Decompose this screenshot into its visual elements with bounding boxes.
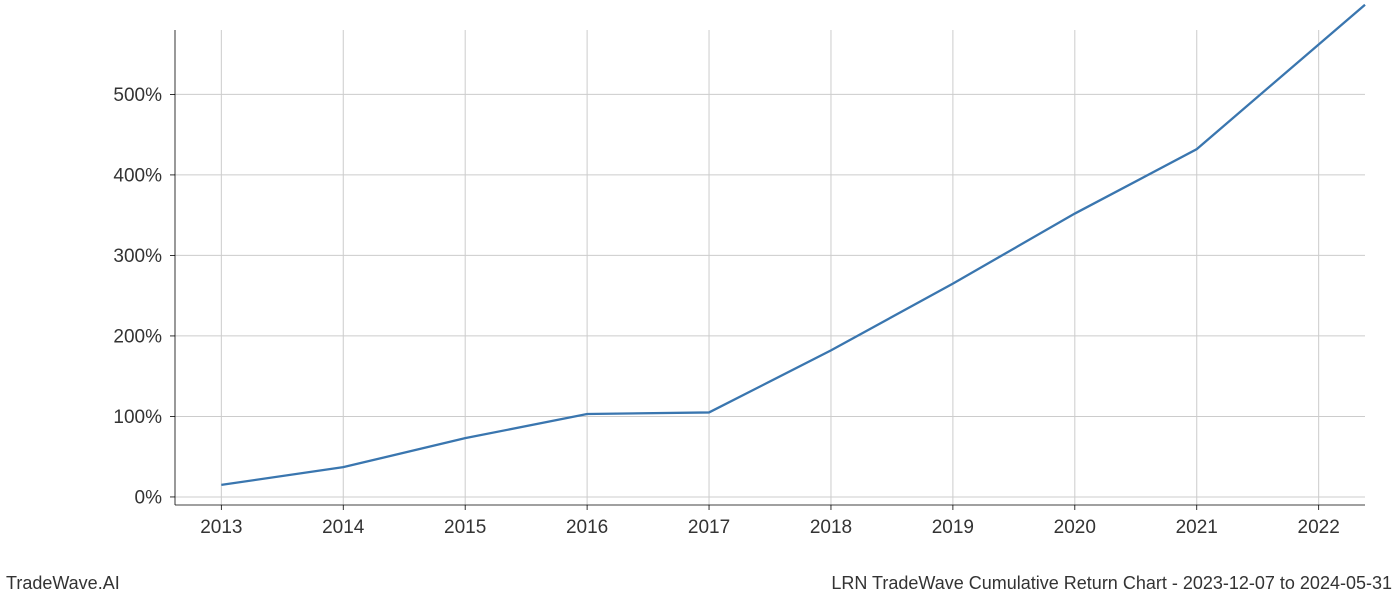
x-tick-label: 2018 — [810, 517, 852, 538]
chart-background — [0, 0, 1400, 600]
y-tick-label: 100% — [113, 407, 162, 428]
line-chart: 2013 2014 2015 2016 2017 2018 2019 2020 2021 2022… — [0, 0, 1400, 600]
y-tick-label: 0% — [135, 488, 163, 509]
x-tick-label: 2017 — [688, 517, 730, 538]
x-tick-label: 2021 — [1176, 517, 1218, 538]
x-tick-label: 2022 — [1298, 517, 1340, 538]
chart-container: 2013 2014 2015 2016 2017 2018 2019 2020 2021 2022… — [0, 0, 1400, 600]
x-tick-label: 2016 — [566, 517, 608, 538]
x-tick-label: 2015 — [444, 517, 486, 538]
footer-left-text: TradeWave.AI — [6, 573, 120, 594]
x-tick-label: 2014 — [322, 517, 365, 538]
y-tick-label: 400% — [113, 166, 162, 187]
x-tick-label: 2013 — [200, 517, 242, 538]
y-tick-label: 500% — [113, 85, 162, 106]
footer-right-text: LRN TradeWave Cumulative Return Chart - … — [831, 573, 1392, 594]
x-tick-label: 2020 — [1054, 517, 1096, 538]
y-tick-label: 200% — [113, 327, 162, 348]
x-tick-label: 2019 — [932, 517, 974, 538]
y-tick-label: 300% — [113, 246, 162, 267]
